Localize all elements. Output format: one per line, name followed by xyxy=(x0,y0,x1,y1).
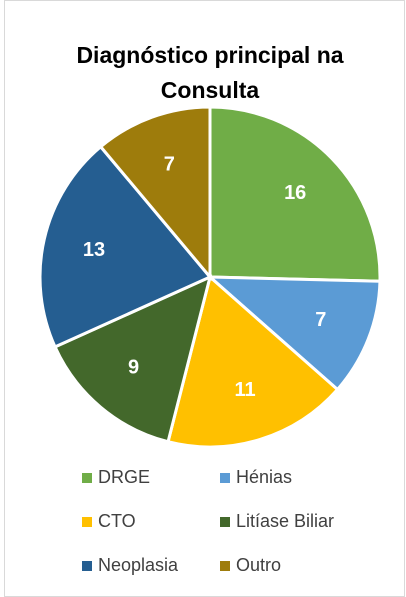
pie-slice xyxy=(38,144,213,349)
data-label: 7 xyxy=(164,153,175,175)
pie-slice xyxy=(53,274,213,444)
data-label: 16 xyxy=(284,182,306,204)
legend-label: CTO xyxy=(98,511,136,531)
legend-label: Outro xyxy=(236,555,281,575)
legend-swatch xyxy=(220,473,230,483)
pie-slice xyxy=(205,275,382,392)
legend-label: DRGE xyxy=(98,467,150,487)
pie-slice xyxy=(208,105,382,283)
pie-slice xyxy=(166,274,340,449)
data-label: 11 xyxy=(234,379,255,401)
pie-slice xyxy=(98,105,212,282)
data-label: 9 xyxy=(128,356,139,378)
legend-label: Neoplasia xyxy=(98,555,179,575)
legend-swatch xyxy=(220,561,230,571)
legend-label: Litíase Biliar xyxy=(236,511,334,531)
legend-swatch xyxy=(220,517,230,527)
legend-swatch xyxy=(82,517,92,527)
data-label: 7 xyxy=(315,309,326,331)
legend-swatch xyxy=(82,473,92,483)
legend-swatch xyxy=(82,561,92,571)
data-label: 13 xyxy=(83,239,105,261)
chart-title: Diagnóstico principal na Consulta xyxy=(76,42,344,103)
legend-label: Hénias xyxy=(236,467,292,487)
